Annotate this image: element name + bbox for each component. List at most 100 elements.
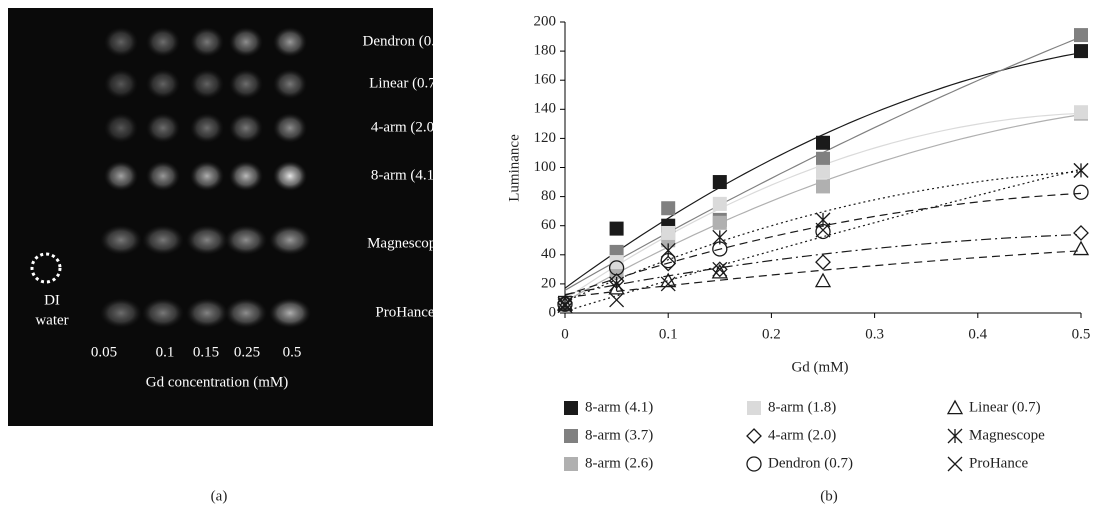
- y-tick-label: 100: [534, 159, 557, 175]
- row-label: Magnescope: [367, 235, 443, 251]
- marker-cross: [815, 222, 831, 238]
- y-tick-label: 180: [534, 43, 557, 59]
- x-tick-label: 0.1: [659, 326, 678, 342]
- phantom-spot: [225, 298, 267, 328]
- y-tick-label: 160: [534, 72, 557, 88]
- legend-marker: [564, 457, 578, 471]
- legend-marker: [746, 428, 762, 444]
- trendline: [564, 192, 1082, 296]
- marker-asterisk: [660, 242, 676, 258]
- series: [557, 162, 1089, 314]
- caption: (b): [820, 488, 838, 504]
- phantom-spot: [269, 225, 311, 255]
- marker-asterisk: [557, 296, 573, 312]
- row-label: Dendron (0.7): [363, 33, 448, 49]
- legend-marker: [946, 399, 964, 415]
- phantom-spot: [229, 27, 263, 57]
- di-water-marker: [30, 252, 62, 284]
- y-tick-label: 40: [541, 246, 556, 262]
- phantom-spot: [190, 113, 224, 143]
- marker-square: [712, 215, 727, 230]
- concentration-label: 0.05: [91, 344, 117, 360]
- phantom-spot: [146, 69, 180, 99]
- marker-diamond: [1073, 225, 1089, 241]
- marker-diamond: [711, 261, 728, 278]
- phantom-spot: [229, 69, 263, 99]
- phantom-spots: [100, 27, 311, 328]
- phantom-spot: [190, 69, 224, 99]
- phantom-spot: [273, 69, 307, 99]
- row-label: ProHance: [375, 304, 434, 320]
- marker-square: [712, 196, 727, 211]
- phantom-spot: [186, 298, 228, 328]
- legend-label: ProHance: [969, 455, 1028, 471]
- x-tick-label: 0.3: [865, 326, 884, 342]
- marker-circle: [1073, 184, 1089, 200]
- concentration-label: 0.25: [234, 344, 260, 360]
- marker-square: [1074, 44, 1088, 59]
- phantom-spot: [104, 69, 138, 99]
- phantom-spot: [104, 113, 138, 143]
- marker-square: [712, 175, 727, 190]
- y-tick-label: 120: [534, 130, 557, 146]
- mri-image: [8, 8, 433, 426]
- legend-marker: [947, 456, 963, 472]
- phantom-spot: [146, 113, 180, 143]
- legend-label: Linear (0.7): [969, 399, 1041, 415]
- legend-marker: [746, 456, 762, 472]
- x-tick-label: 0.5: [1072, 326, 1091, 342]
- legend-label: Magnescope: [969, 427, 1045, 443]
- trendline: [564, 250, 1082, 299]
- y-tick-label: 200: [534, 13, 557, 29]
- legend-label: 8-arm (3.7): [585, 427, 653, 443]
- legend-marker: [947, 428, 963, 444]
- series: [557, 184, 1089, 312]
- marker-diamond: [660, 255, 677, 272]
- x-tick-label: 0: [561, 326, 569, 342]
- legend-label: 8-arm (1.8): [768, 399, 836, 415]
- phantom-spot: [100, 225, 142, 255]
- marker-triangle: [711, 263, 728, 279]
- y-axis-label: Luminance: [506, 134, 522, 202]
- phantom-spot: [269, 298, 311, 328]
- legend-label: Dendron (0.7): [768, 455, 853, 471]
- legend-marker: [564, 401, 578, 415]
- series: [556, 240, 1090, 311]
- marker-diamond: [815, 254, 831, 270]
- marker-cross: [609, 292, 625, 308]
- phantom-spot: [142, 225, 184, 255]
- x-axis-label: Gd (mM): [791, 359, 848, 375]
- phantom-spot: [229, 113, 263, 143]
- phantom-spot: [100, 298, 142, 328]
- image-axis-label: Gd concentration (mM): [146, 374, 288, 390]
- legend-marker: [564, 429, 578, 443]
- control-label: DI: [44, 292, 60, 308]
- marker-square: [661, 225, 676, 240]
- legend-marker: [747, 401, 761, 415]
- marker-square: [816, 179, 830, 194]
- concentration-label: 0.5: [283, 344, 302, 360]
- phantom-spot: [273, 161, 307, 191]
- y-tick-label: 60: [541, 217, 556, 233]
- marker-asterisk: [712, 229, 728, 245]
- row-label: 4-arm (2.0): [371, 119, 439, 135]
- row-label: Linear (0.7): [369, 75, 441, 91]
- legend-label: 8-arm (4.1): [585, 399, 653, 415]
- control-label: water: [35, 312, 68, 328]
- marker-triangle: [1072, 240, 1090, 256]
- phantom-spot: [142, 298, 184, 328]
- marker-square: [816, 164, 830, 179]
- phantom-spot: [229, 161, 263, 191]
- trendline: [564, 234, 1082, 296]
- marker-cross: [557, 298, 573, 314]
- y-tick-label: 0: [549, 304, 557, 320]
- phantom-spot: [146, 161, 180, 191]
- marker-cross: [660, 276, 676, 292]
- phantom-spot: [190, 27, 224, 57]
- phantom-spot: [190, 161, 224, 191]
- phantom-spot: [104, 161, 138, 191]
- phantom-spot: [273, 27, 307, 57]
- legend-label: 4-arm (2.0): [768, 427, 836, 443]
- trendline: [564, 168, 1082, 312]
- caption: (a): [211, 488, 228, 504]
